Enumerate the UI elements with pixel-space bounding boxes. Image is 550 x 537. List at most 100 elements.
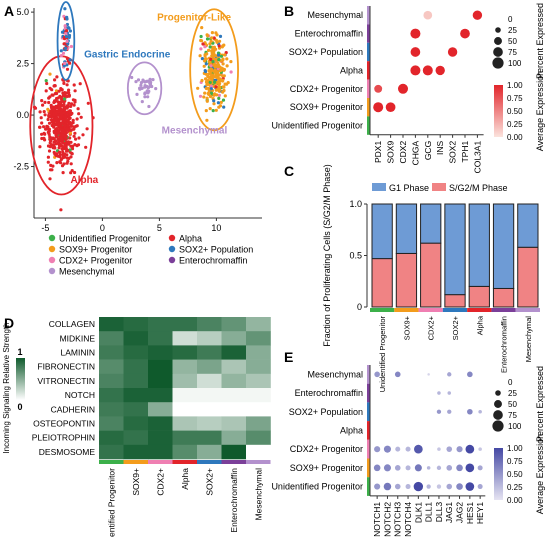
row-color-strip (367, 6, 370, 25)
expression-dot (426, 484, 431, 489)
a-cell-point (52, 150, 56, 154)
expression-dot (446, 465, 453, 471)
a-cell-point (65, 29, 69, 33)
expression-dot (374, 371, 380, 378)
c-bar-s-phase (468, 285, 490, 308)
a-cell-point (67, 88, 71, 92)
a-cluster-label: Progenitor-Like (157, 12, 231, 23)
a-cell-point (68, 148, 72, 152)
d-heatmap-cell (246, 331, 271, 346)
expression-dot (467, 371, 473, 378)
panel-c-barchart: G1 Phase S/G2/M Phase 0 0.5 1.0 Fraction of P… (322, 164, 540, 392)
gene-label: JAG2 (455, 502, 465, 524)
a-cell-point (73, 89, 77, 93)
a-cell-point (60, 30, 65, 34)
panel-a-umap: -5 0 5 10 -2.5 0.0 2.5 5.0 Alpha Gastric Endocrin… (13, 1, 262, 277)
c-bar-g1-phase (395, 203, 418, 254)
expression-dot (436, 484, 442, 489)
a-cell-point (219, 54, 223, 58)
a-cell-point (215, 40, 219, 44)
a-cell-point (207, 48, 211, 53)
d-scale-label: Incoming Signaling Relative Strength (2, 322, 11, 453)
d-heatmap-cell (197, 402, 222, 417)
a-cell-point (216, 81, 220, 85)
c-category-color-strip (515, 308, 540, 312)
d-heatmap-cell (197, 317, 222, 332)
a-cell-point (206, 34, 210, 38)
a-cell-point (75, 124, 79, 128)
a-legend-swatch (48, 267, 56, 275)
size-legend-dot (493, 47, 503, 57)
row-color-strip (367, 477, 370, 496)
a-cell-point (59, 121, 63, 126)
a-cell-point (65, 156, 69, 160)
a-cell-point (64, 46, 68, 50)
d-heatmap-cell (246, 402, 271, 417)
a-cluster-label: Mesenchymal (162, 126, 228, 137)
d-heatmap-cell (148, 416, 173, 431)
d-heatmap-cell (221, 359, 247, 375)
a-cell-point (223, 82, 227, 86)
d-scale-bar (16, 358, 25, 400)
gene-label: INS (435, 140, 445, 155)
a-cell-point (85, 127, 89, 131)
d-heatmap-cell (172, 359, 198, 375)
size-legend-title: Percent Expressed (535, 3, 545, 79)
expression-dot (437, 447, 441, 451)
a-cell-point (55, 132, 59, 136)
expression-dot (383, 482, 392, 491)
a-cell-point (60, 99, 64, 103)
d-heatmap-cell (99, 345, 124, 360)
a-cell-point (53, 84, 57, 88)
a-cell-point (45, 127, 49, 131)
a-cell-point (216, 101, 220, 105)
d-heatmap-cell (246, 416, 271, 431)
d-heatmap-cell (148, 373, 173, 389)
a-cell-point (221, 57, 225, 61)
a-cell-point (62, 14, 66, 18)
a-cell-point (201, 42, 205, 46)
a-cell-point (203, 59, 207, 63)
a-cell-point (205, 37, 210, 41)
d-heatmap-cell (246, 430, 271, 446)
a-cell-point (78, 82, 82, 86)
expression-dot (472, 10, 483, 20)
a-cell-point (209, 87, 213, 91)
a-cell-point (60, 147, 64, 151)
d-heatmap-cell (172, 317, 198, 332)
a-cell-point (214, 88, 218, 92)
gene-label: DLL3 (434, 502, 444, 523)
a-cell-point (73, 131, 77, 135)
a-cell-point (211, 109, 215, 113)
color-legend-tick: 0.50 (507, 470, 523, 479)
a-cell-point (67, 91, 71, 95)
a-cell-point (212, 45, 216, 49)
a-cell-point (218, 69, 223, 73)
a-cell-point (68, 109, 72, 113)
d-heatmap-cell (197, 430, 222, 446)
a-legend-swatch (48, 245, 56, 253)
d-column-label: Alpha (180, 468, 190, 490)
c-bar-s-phase (444, 294, 466, 308)
a-legend-swatch (168, 256, 176, 264)
a-cell-point (76, 143, 81, 147)
a-cell-point (49, 118, 54, 122)
size-legend-label: 50 (508, 37, 517, 46)
d-heatmap-cell (123, 317, 149, 332)
c-bar-g1-phase (444, 203, 466, 296)
a-cell-point (209, 57, 213, 62)
color-legend-tick: 0.25 (507, 120, 523, 129)
a-cell-point (72, 127, 76, 131)
d-heatmap-cell (197, 331, 222, 346)
a-cell-point (62, 105, 67, 109)
a-legend-label: Enterochromaffin (179, 256, 247, 266)
size-legend-title: Percent Expressed (535, 366, 545, 442)
a-cell-point (208, 45, 212, 49)
panel-b-dotplot: Mesenchymal Enterochromaffin SOX2+ Populat… (271, 3, 545, 173)
expression-dot (413, 481, 424, 492)
a-legend-label: Mesenchymal (59, 267, 115, 277)
d-heatmap-cell (221, 402, 247, 417)
expression-dot (383, 464, 391, 472)
a-cell-point (69, 155, 73, 159)
a-cell-point (218, 78, 222, 82)
